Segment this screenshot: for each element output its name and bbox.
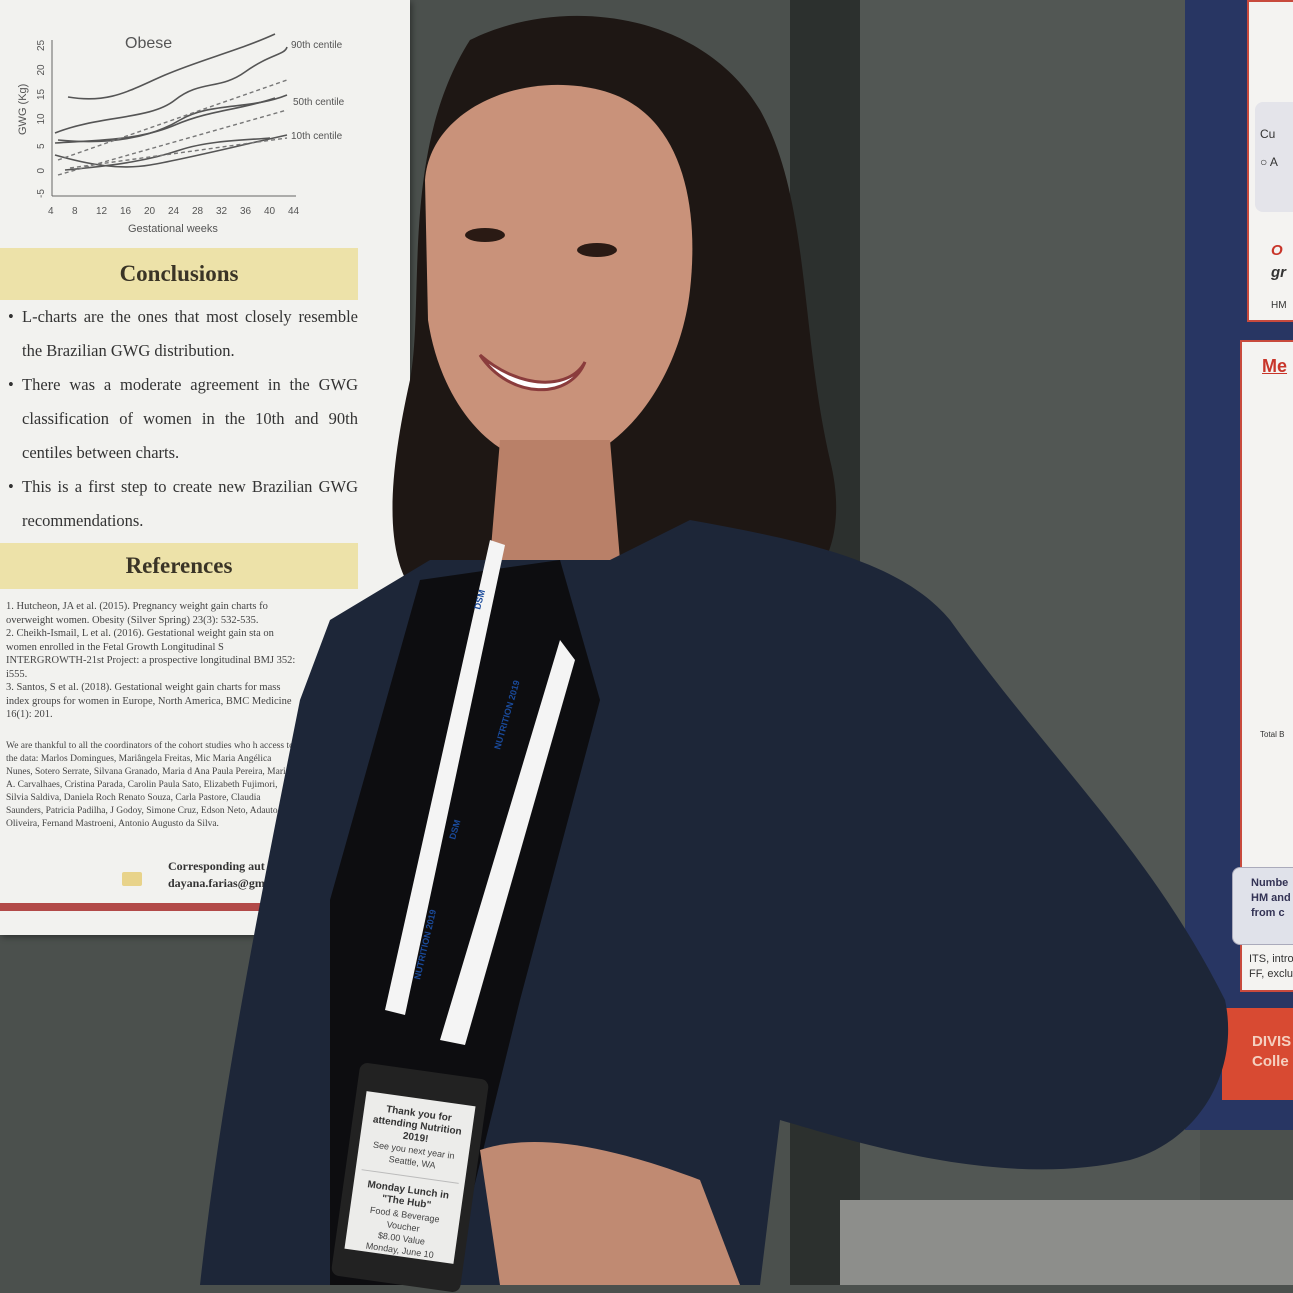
curve-50th <box>54 97 276 144</box>
carpet-floor <box>840 1200 1293 1285</box>
corresponding-email: dayana.farias@gma <box>168 876 271 890</box>
curve-upper <box>54 46 288 134</box>
panel-box: Numbe HM and from c <box>1232 867 1293 945</box>
x-tick-label: 28 <box>192 206 204 217</box>
conclusions-list: L-charts are the ones that most closely … <box>8 300 358 538</box>
dashed-mid <box>57 109 288 176</box>
curve-10th <box>54 134 288 168</box>
panel-small-text: Total B <box>1260 730 1285 739</box>
x-tick-label: 8 <box>72 206 78 217</box>
right-panel-top: Cu ○ A O gr HM <box>1247 0 1293 322</box>
panel-footer: ITS, intro FF, exclu <box>1249 952 1293 982</box>
envelope-icon <box>122 872 142 886</box>
x-tick-label: 24 <box>168 206 180 217</box>
y-tick-label: 15 <box>36 88 47 100</box>
banner-text: Colle <box>1252 1053 1289 1070</box>
right-poster: Cu ○ A O gr HM Me Total B Numbe HM and f… <box>1185 0 1293 1130</box>
panel-text: ITS, intro <box>1249 953 1293 965</box>
y-tick-label: 5 <box>36 143 47 149</box>
annotation-10th: 10th centile <box>291 131 343 142</box>
panel-text: Cu <box>1260 127 1276 141</box>
panel-text: ○ A <box>1260 155 1278 169</box>
curve-90th <box>67 33 276 100</box>
y-tick-label: 25 <box>36 39 47 51</box>
x-tick-label: 36 <box>240 206 252 217</box>
curve-lower <box>64 137 271 171</box>
x-tick-label: 4 <box>48 206 54 217</box>
annotation-90th: 90th centile <box>291 40 343 51</box>
chart-title: Obese <box>125 35 172 52</box>
y-tick-label: 10 <box>36 113 47 125</box>
panel-red-text: O <box>1271 242 1283 259</box>
hand <box>480 1141 740 1285</box>
dashed-lower <box>69 137 288 169</box>
chart-ylabel: GWG (Kg) <box>17 84 29 135</box>
panel-text: from c <box>1251 907 1285 919</box>
panel-text: Numbe <box>1251 877 1289 889</box>
x-tick-label: 40 <box>264 206 276 217</box>
corresponding-author: Corresponding aut dayana.farias@gma <box>168 858 271 892</box>
division-banner: DIVIS Colle <box>1222 1008 1293 1100</box>
left-eye <box>465 228 505 242</box>
smile <box>478 353 587 392</box>
reference-item: 2. Cheikh-Ismail, L et al. (2016). Gesta… <box>6 628 296 680</box>
reference-item: 3. Santos, S et al. (2018). Gestational … <box>6 682 292 720</box>
conclusions-heading: Conclusions <box>0 248 358 300</box>
dashed-upper <box>57 79 288 161</box>
panel-text: HM and <box>1251 892 1291 904</box>
conclusion-item: There was a moderate agreement in the GW… <box>8 368 358 470</box>
annotation-50th: 50th centile <box>293 97 345 108</box>
y-tick-label: -5 <box>36 189 47 198</box>
chart-xlabel: Gestational weeks <box>128 223 218 235</box>
panel-text: FF, exclu <box>1249 968 1293 980</box>
panel-small-text: HM <box>1271 300 1287 311</box>
lanyard-right <box>440 640 575 1045</box>
x-tick-label: 16 <box>120 206 132 217</box>
poster-red-line <box>0 903 410 911</box>
acknowledgements: We are thankful to all the coordinators … <box>6 741 294 829</box>
reference-item: 1. Hutcheon, JA et al. (2015). Pregnancy… <box>6 601 268 626</box>
right-eye <box>577 243 617 257</box>
curve-mid <box>57 94 288 143</box>
gwg-chart: Obese GWG (Kg) Gestational weeks -5 0 5 10 1… <box>17 33 345 235</box>
x-tick-label: 20 <box>144 206 156 217</box>
methods-heading: Me <box>1262 356 1288 376</box>
x-tick-label: 44 <box>288 206 300 217</box>
x-tick-label: 32 <box>216 206 228 217</box>
panel-italic-text: gr <box>1271 264 1286 281</box>
badge-card: Thank you for attending Nutrition 2019! … <box>344 1091 476 1264</box>
neck <box>490 440 620 560</box>
conclusion-item: L-charts are the ones that most closely … <box>8 300 358 368</box>
conclusion-item: This is a first step to create new Brazi… <box>8 470 358 538</box>
lanyard-left <box>385 540 505 1015</box>
references-list: 1. Hutcheon, JA et al. (2015). Pregnancy… <box>6 600 296 722</box>
x-tick-label: 12 <box>96 206 108 217</box>
y-tick-label: 0 <box>36 168 47 174</box>
banner-text: DIVIS <box>1252 1033 1292 1050</box>
corresponding-label: Corresponding aut <box>168 859 265 873</box>
right-panel-methods: Me Total B Numbe HM and from c ITS, intr… <box>1232 340 1293 992</box>
references-heading: References <box>0 543 358 589</box>
y-tick-label: 20 <box>36 64 47 76</box>
